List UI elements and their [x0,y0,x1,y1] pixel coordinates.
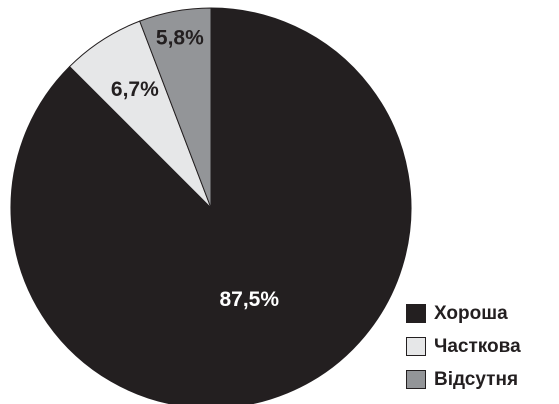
legend-swatch-vidsutnia [406,370,426,389]
legend-swatch-chastkova [406,337,426,356]
legend-item-khorosha: Хороша [406,302,521,325]
slice-value-label-vidsutnia: 5,8% [156,26,204,49]
slice-value-label-chastkova: 6,7% [111,78,159,101]
slice-value-label-khorosha: 87,5% [219,288,279,311]
legend-label-chastkova: Часткова [434,336,521,358]
legend-swatch-khorosha [406,304,426,323]
legend-item-chastkova: Часткова [406,335,521,358]
legend-item-vidsutnia: Відсутня [406,368,521,391]
legend-label-khorosha: Хороша [434,303,508,325]
legend-label-vidsutnia: Відсутня [434,369,518,391]
chart-legend: Хороша Часткова Відсутня [406,302,521,401]
